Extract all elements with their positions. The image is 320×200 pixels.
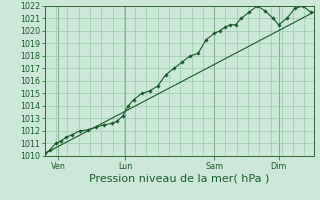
X-axis label: Pression niveau de la mer( hPa ): Pression niveau de la mer( hPa ) — [89, 173, 269, 183]
